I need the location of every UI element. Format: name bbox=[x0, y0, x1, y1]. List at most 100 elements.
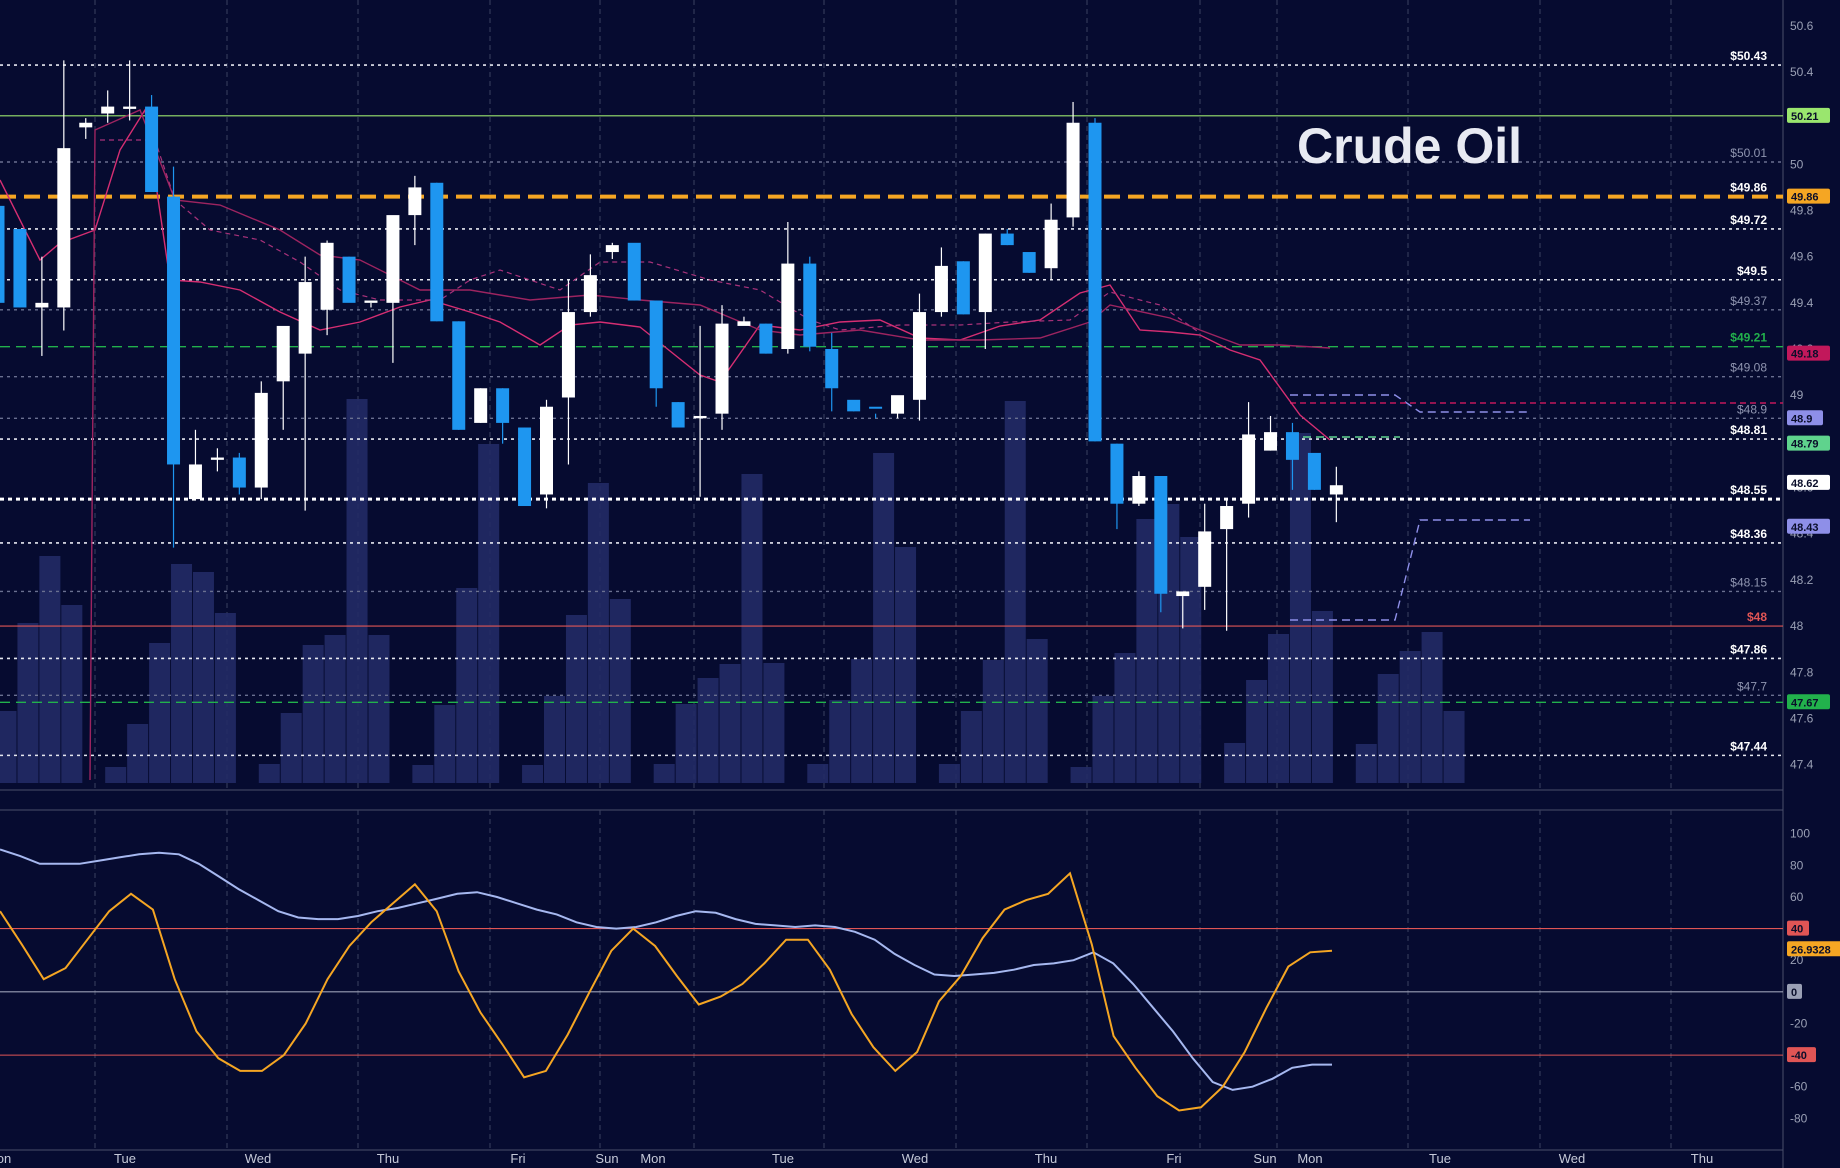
oscillator-badge-label: 40 bbox=[1791, 924, 1803, 936]
price-tick-label: 48 bbox=[1790, 619, 1804, 633]
candlesticks bbox=[0, 60, 1343, 631]
volume-bar bbox=[960, 711, 982, 783]
oscillator-tick-label: -60 bbox=[1790, 1080, 1808, 1094]
volume-bar bbox=[938, 764, 960, 783]
level-label: $47.86 bbox=[1730, 642, 1767, 656]
candle-body bbox=[1264, 432, 1278, 451]
candle-body bbox=[79, 122, 93, 128]
volume-bars bbox=[0, 399, 1465, 783]
oscillator-series-line bbox=[0, 848, 1332, 1091]
candle-body bbox=[1176, 591, 1190, 597]
volume-bar bbox=[1092, 696, 1114, 783]
level-label: $48.55 bbox=[1730, 483, 1767, 497]
volume-bar bbox=[1443, 711, 1465, 783]
price-tick-label: 47.4 bbox=[1790, 758, 1814, 772]
candle-body bbox=[342, 256, 356, 303]
price-level-lines: $50.43 $50.01 $49.86 $49.72 $49.5 $49.37 $49.2… bbox=[0, 49, 1783, 757]
candle-body bbox=[452, 321, 466, 430]
volume-bar bbox=[368, 635, 390, 783]
price-badge-label: 50.21 bbox=[1791, 111, 1819, 123]
volume-bar bbox=[1224, 743, 1246, 783]
candle-body bbox=[320, 242, 334, 310]
volume-bar bbox=[741, 474, 763, 783]
volume-bar bbox=[105, 767, 127, 783]
candle-body bbox=[1000, 233, 1014, 246]
price-tick-label: 47.8 bbox=[1790, 665, 1814, 679]
price-badge bbox=[1787, 345, 1830, 361]
price-axis[interactable]: 47.447.647.84848.248.448.648.84949.249.4… bbox=[1787, 19, 1840, 1126]
price-tick-label: 48.2 bbox=[1790, 573, 1814, 587]
candle-body bbox=[803, 263, 817, 347]
volume-bar bbox=[675, 704, 697, 783]
candle-body bbox=[693, 415, 707, 419]
candle-body bbox=[1066, 122, 1080, 218]
level-label: $48.15 bbox=[1730, 575, 1767, 589]
moving-average-slow bbox=[89, 109, 1331, 781]
chart-title: Crude Oil bbox=[1297, 118, 1522, 174]
time-tick-label: Tue bbox=[1429, 1151, 1451, 1166]
time-tick-label: Sun bbox=[595, 1151, 618, 1166]
candle-body bbox=[386, 215, 400, 303]
time-tick-label: Wed bbox=[245, 1151, 272, 1166]
price-badge-label: 47.67 bbox=[1791, 697, 1819, 709]
time-tick-label: Wed bbox=[902, 1151, 929, 1166]
candle-body bbox=[737, 321, 751, 326]
candle-body bbox=[1198, 531, 1212, 587]
volume-bar bbox=[412, 765, 434, 783]
candle-body bbox=[891, 395, 905, 414]
candle-body bbox=[496, 388, 510, 423]
candle-body bbox=[1307, 452, 1321, 490]
candle-body bbox=[956, 261, 970, 315]
price-badge bbox=[1787, 410, 1823, 426]
volume-bar bbox=[149, 643, 171, 783]
price-tick-label: 50 bbox=[1790, 157, 1804, 171]
candle-body bbox=[781, 263, 795, 350]
candle-body bbox=[912, 312, 926, 400]
volume-bar bbox=[829, 700, 851, 783]
candle-body bbox=[1220, 506, 1234, 530]
candle-body bbox=[1044, 219, 1058, 269]
projection-lines bbox=[1290, 394, 1783, 621]
volume-bar bbox=[587, 483, 609, 783]
volume-bar bbox=[982, 660, 1004, 783]
level-label: $49.86 bbox=[1730, 181, 1767, 195]
time-tick-label: Thu bbox=[1691, 1151, 1713, 1166]
oscillator-panel bbox=[0, 848, 1783, 1112]
candle-body bbox=[847, 399, 861, 412]
volume-bar bbox=[1136, 519, 1158, 783]
level-label: $48 bbox=[1747, 610, 1767, 624]
volume-bar bbox=[302, 645, 324, 783]
volume-bar bbox=[214, 613, 236, 783]
level-label: $49.37 bbox=[1730, 294, 1767, 308]
candle-body bbox=[540, 406, 553, 495]
candle-body bbox=[298, 282, 312, 354]
volume-bar bbox=[478, 444, 500, 783]
price-badge bbox=[1787, 474, 1830, 490]
candle-body bbox=[13, 228, 27, 308]
candle-body bbox=[934, 265, 948, 313]
candle-body bbox=[276, 325, 290, 382]
candle-body bbox=[671, 402, 685, 428]
level-label: $49.5 bbox=[1737, 264, 1767, 278]
candle-body bbox=[518, 427, 532, 507]
price-badge-label: 48.9 bbox=[1791, 413, 1812, 425]
price-badge bbox=[1787, 188, 1830, 204]
volume-bar bbox=[763, 663, 785, 783]
candle-body bbox=[1088, 122, 1102, 442]
level-label: $50.01 bbox=[1730, 146, 1767, 160]
price-badge-label: 48.62 bbox=[1791, 478, 1819, 490]
oscillator-tick-label: 60 bbox=[1790, 890, 1804, 904]
candle-body bbox=[145, 106, 159, 193]
time-axis[interactable]: on Tue Wed Thu Fri Sun Mon Tue Wed Thu Fri Sun Mon Tu… bbox=[0, 1151, 1713, 1166]
price-tick-label: 47.6 bbox=[1790, 711, 1814, 725]
candle-body bbox=[825, 349, 839, 389]
volume-bar bbox=[171, 564, 193, 783]
price-badge-label: 49.86 bbox=[1791, 192, 1819, 204]
volume-bar bbox=[434, 705, 456, 783]
time-tick-label: Tue bbox=[114, 1151, 136, 1166]
moving-average-dashed bbox=[100, 139, 1201, 334]
oscillator-badge-label: -40 bbox=[1791, 1050, 1807, 1062]
time-tick-label: Sun bbox=[1253, 1151, 1276, 1166]
projection-line bbox=[1290, 519, 1530, 621]
